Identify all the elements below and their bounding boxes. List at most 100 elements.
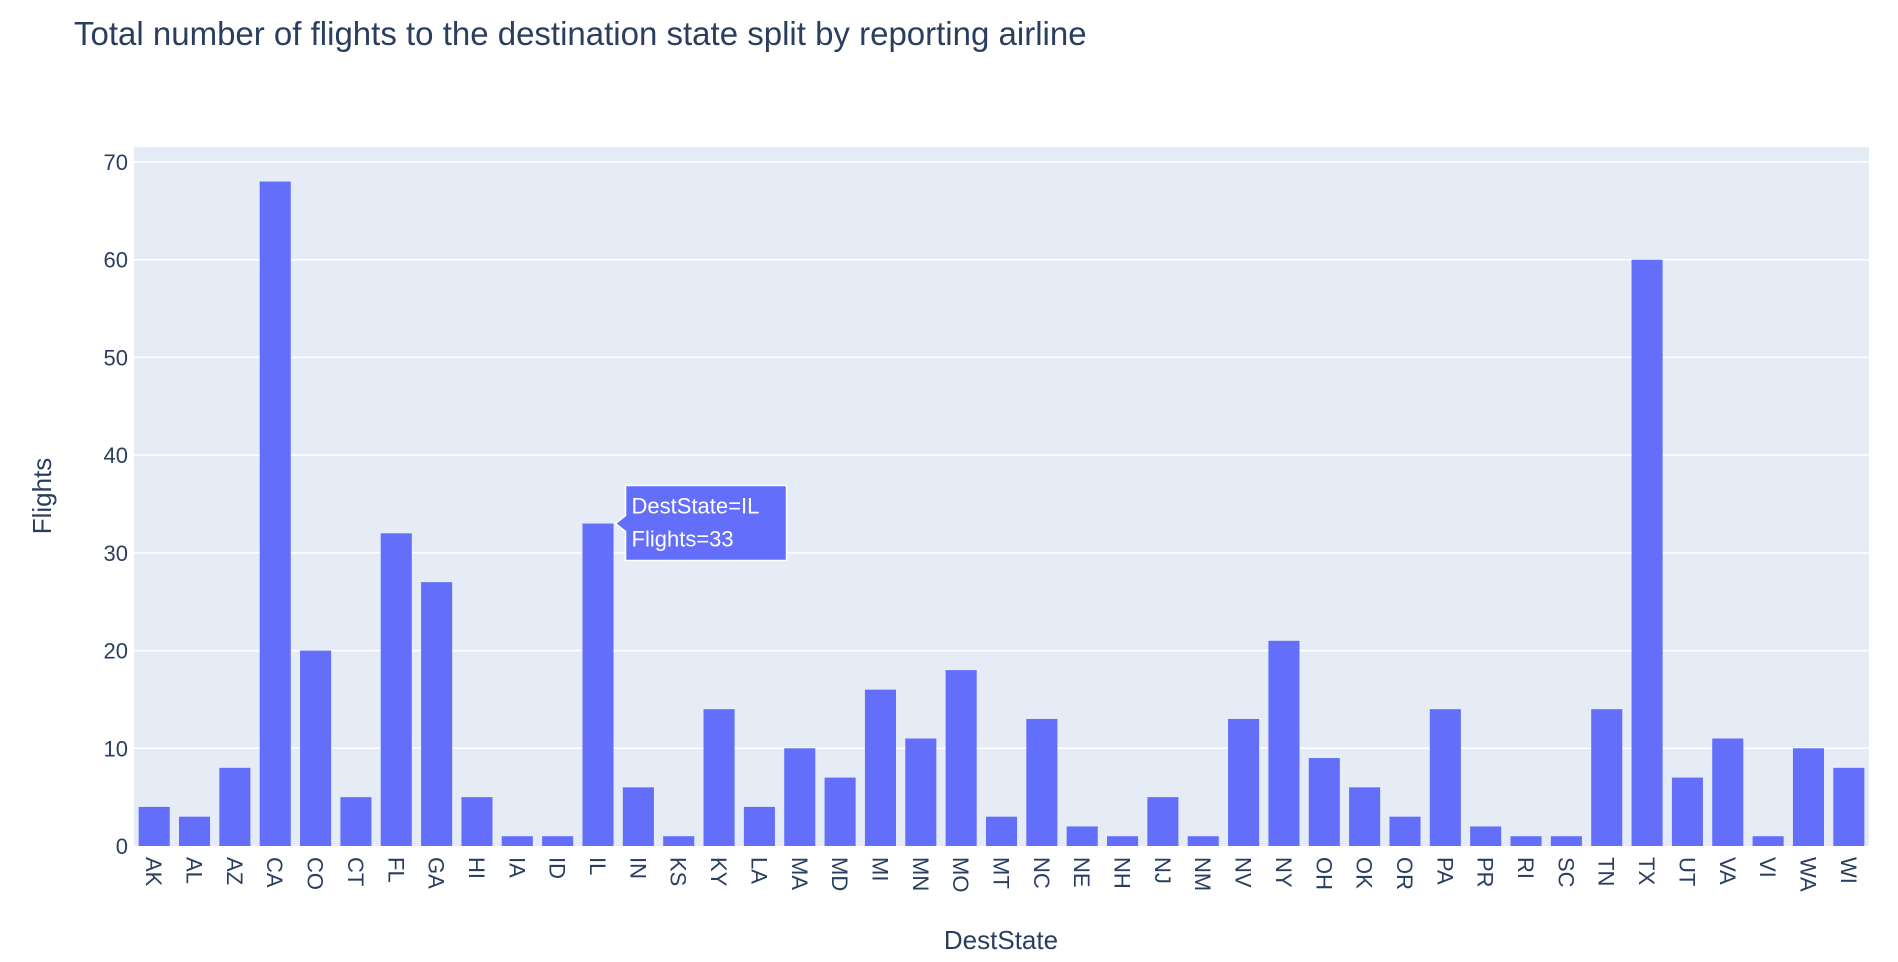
tooltip-box [614, 484, 788, 562]
bar-in[interactable] [622, 787, 654, 846]
x-tick-labels: AK AL AZ CA CO CT FL GA HI IA ID IL IN KS KY LA MA MD MI MN… [141, 857, 1861, 892]
y-tick-label: 20 [104, 639, 128, 664]
x-tick-label: WI [1836, 857, 1861, 884]
bar-nh[interactable] [1107, 836, 1139, 846]
y-axis-title: Flights [27, 458, 57, 535]
y-tick-label: 10 [104, 736, 128, 761]
x-tick-label: MO [948, 857, 973, 892]
bar-ri[interactable] [1510, 836, 1542, 846]
x-tick-label: OK [1352, 857, 1377, 889]
bar-ok[interactable] [1349, 787, 1381, 846]
x-tick-label: IN [625, 857, 650, 879]
x-tick-label: MT [989, 857, 1014, 889]
bar-oh[interactable] [1308, 758, 1340, 846]
bar-id[interactable] [542, 836, 574, 846]
bar-ma[interactable] [784, 748, 816, 846]
x-tick-label: LA [746, 857, 771, 884]
x-tick-label: NJ [1150, 857, 1175, 884]
bar-il[interactable] [582, 523, 614, 846]
bar-md[interactable] [824, 777, 856, 846]
bar-nc[interactable] [1026, 718, 1058, 846]
chart-title: Total number of flights to the destinati… [74, 15, 1087, 52]
x-tick-label: NE [1069, 857, 1094, 888]
bar-ne[interactable] [1066, 826, 1098, 846]
bar-wa[interactable] [1792, 748, 1825, 846]
bar-mt[interactable] [985, 816, 1018, 846]
bar-sc[interactable] [1550, 836, 1582, 846]
x-tick-label: MI [867, 857, 892, 881]
bar-pa[interactable] [1429, 709, 1461, 846]
bar-co[interactable] [300, 650, 332, 846]
x-axis-title: DestState [944, 925, 1058, 955]
bar-wi[interactable] [1833, 767, 1865, 846]
x-tick-label: IL [585, 857, 610, 875]
x-tick-label: KY [706, 857, 731, 887]
x-tick-label: NY [1271, 857, 1296, 888]
bar-ga[interactable] [421, 582, 453, 846]
bars[interactable] [138, 181, 1865, 847]
y-tick-label: 70 [104, 150, 128, 175]
x-tick-label: AZ [222, 857, 247, 885]
hover-tooltip: DestState=IL Flights=33 [614, 484, 788, 562]
x-tick-label: GA [424, 857, 449, 889]
bar-ca[interactable] [259, 181, 291, 847]
x-tick-label: TX [1634, 857, 1659, 885]
x-tick-label: MA [787, 857, 812, 890]
x-tick-label: HI [464, 857, 489, 879]
bar-or[interactable] [1389, 816, 1421, 846]
bar-nv[interactable] [1228, 718, 1260, 846]
bar-ny[interactable] [1268, 640, 1300, 846]
y-tick-label: 50 [104, 345, 128, 370]
x-tick-label: RI [1513, 857, 1538, 879]
x-tick-label: WA [1795, 857, 1820, 892]
bar-mn[interactable] [905, 738, 937, 846]
x-tick-label: VI [1755, 857, 1780, 878]
bar-fl[interactable] [380, 533, 412, 846]
x-tick-label: TN [1594, 857, 1619, 886]
bar-tn[interactable] [1591, 709, 1623, 846]
y-tick-labels: 0 10 20 30 40 50 60 70 [104, 150, 128, 859]
bar-al[interactable] [178, 816, 211, 846]
x-tick-label: NC [1029, 857, 1054, 889]
bar-hi[interactable] [461, 797, 493, 846]
x-tick-label: AK [141, 857, 166, 887]
x-tick-label: UT [1674, 857, 1699, 886]
bar-va[interactable] [1712, 738, 1744, 846]
bar-la[interactable] [743, 806, 775, 846]
bar-tx[interactable] [1631, 259, 1663, 846]
bar-ky[interactable] [703, 709, 735, 846]
bar-mi[interactable] [864, 689, 896, 846]
tooltip-line-1: DestState=IL [632, 494, 760, 519]
x-tick-label: FL [383, 857, 408, 883]
bar-nm[interactable] [1187, 836, 1219, 846]
x-tick-label: VA [1715, 857, 1740, 885]
bar-ks[interactable] [663, 836, 695, 846]
x-tick-label: IA [504, 857, 529, 878]
x-tick-label: CT [343, 857, 368, 886]
bar-az[interactable] [219, 767, 251, 846]
x-tick-label: OH [1311, 857, 1336, 890]
bar-ut[interactable] [1671, 777, 1703, 846]
y-tick-label: 60 [104, 248, 128, 273]
bar-ct[interactable] [340, 797, 372, 846]
x-tick-label: CO [303, 857, 328, 890]
bar-mo[interactable] [945, 670, 977, 846]
x-tick-label: SC [1553, 857, 1578, 888]
x-tick-label: NV [1231, 857, 1256, 888]
bar-nj[interactable] [1147, 797, 1179, 846]
y-tick-label: 0 [116, 834, 128, 859]
y-tick-label: 30 [104, 541, 128, 566]
bar-vi[interactable] [1752, 836, 1784, 846]
x-tick-label: PA [1432, 857, 1457, 885]
y-tick-label: 40 [104, 443, 128, 468]
tooltip-line-2: Flights=33 [632, 527, 734, 552]
x-tick-label: KS [666, 857, 691, 886]
bar-pr[interactable] [1470, 826, 1502, 846]
x-tick-label: MD [827, 857, 852, 891]
bar-ak[interactable] [138, 806, 170, 846]
x-tick-label: AL [182, 857, 207, 884]
x-tick-label: NM [1190, 857, 1215, 891]
x-tick-label: CA [262, 857, 287, 888]
bar-ia[interactable] [501, 836, 533, 846]
